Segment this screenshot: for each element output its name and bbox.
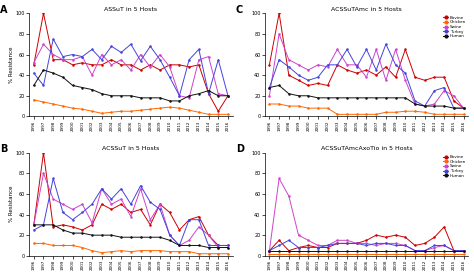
Text: B: B (0, 144, 8, 155)
Title: ASSuT in 5 Hosts: ASSuT in 5 Hosts (104, 7, 157, 12)
Legend: Bovine, Chicken, Swine, Turkey, Human: Bovine, Chicken, Swine, Turkey, Human (443, 15, 466, 39)
Y-axis label: % Resistance: % Resistance (9, 47, 14, 83)
Title: ACSSuTAmcAxoTio in 5 Hosts: ACSSuTAmcAxoTio in 5 Hosts (321, 146, 412, 151)
Y-axis label: % Resistance: % Resistance (9, 186, 14, 222)
Legend: Bovine, Chicken, Swine, Turkey, Human: Bovine, Chicken, Swine, Turkey, Human (443, 155, 466, 178)
Title: ACSSuT in 5 Hosts: ACSSuT in 5 Hosts (102, 146, 160, 151)
Text: A: A (0, 5, 8, 15)
Title: ACSSuTAmc in 5 Hosts: ACSSuTAmc in 5 Hosts (331, 7, 402, 12)
Text: D: D (236, 144, 244, 155)
Text: C: C (236, 5, 243, 15)
